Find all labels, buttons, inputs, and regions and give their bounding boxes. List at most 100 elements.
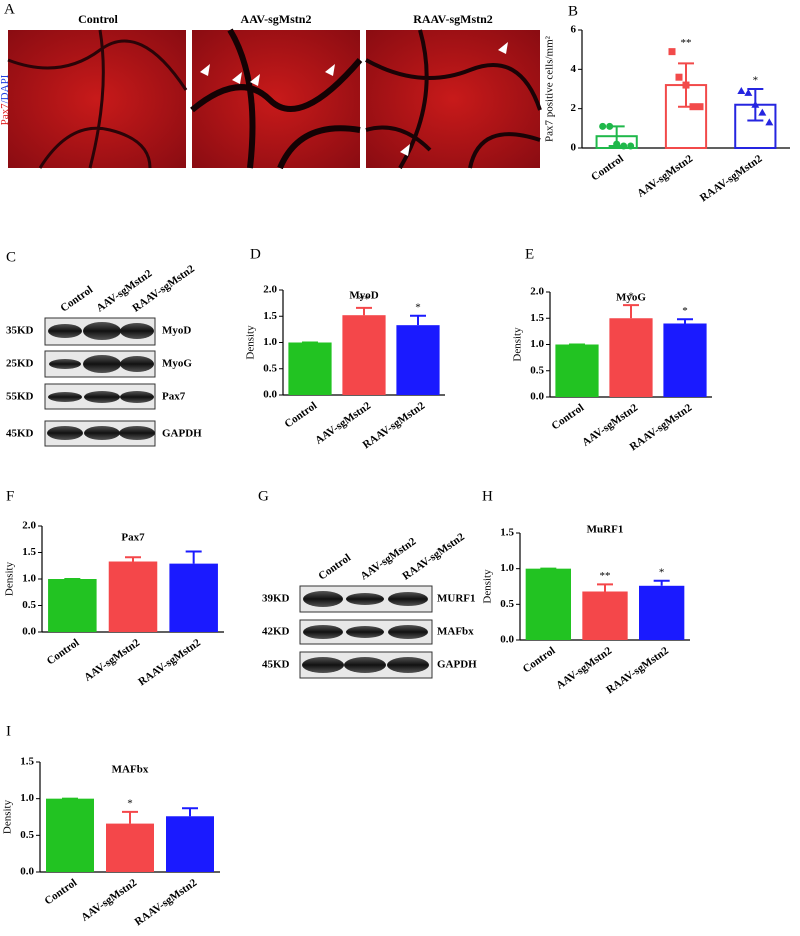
error-bar	[653, 579, 670, 586]
x-tick-label: Control	[589, 153, 626, 184]
data-point	[620, 142, 628, 150]
panel-letter: B	[568, 3, 578, 19]
y-tick-label: 1.0	[263, 336, 277, 348]
y-tick-label: 1.5	[530, 312, 544, 324]
image-label: AAV-sgMstn2	[241, 12, 312, 26]
x-tick-label: AAV-sgMstn2	[79, 876, 140, 923]
blot-g	[299, 585, 433, 679]
significance: **	[600, 570, 611, 582]
y-tick-label: 0.0	[530, 391, 544, 403]
y-tick-label: 1.5	[22, 546, 36, 558]
y-tick-label: 2.0	[263, 284, 277, 296]
bar	[663, 323, 707, 397]
significance: *	[628, 291, 634, 303]
y-axis-label: Density	[482, 569, 494, 604]
blot-size: 45KD	[6, 428, 34, 440]
error-bar	[623, 304, 639, 319]
bar	[342, 315, 386, 395]
blot-bands	[47, 322, 155, 440]
panel-letter: H	[482, 488, 493, 504]
x-tick-label: RAAV-sgMstn2	[698, 152, 765, 204]
significance: **	[681, 37, 692, 49]
bar	[108, 561, 158, 632]
blot-protein: MyoD	[162, 325, 191, 337]
significance: *	[415, 301, 421, 313]
data-point	[627, 142, 635, 150]
y-tick-label: 0.5	[500, 598, 514, 610]
bar	[166, 816, 214, 872]
y-tick-label: 1.0	[500, 562, 514, 574]
error-bar	[597, 583, 613, 592]
blot-protein: MAFbx	[437, 626, 474, 638]
panel-letter: I	[6, 723, 11, 739]
error-bar	[410, 314, 426, 326]
bar	[169, 563, 218, 632]
data-point	[765, 118, 774, 126]
data-point	[696, 103, 704, 111]
bar	[106, 823, 154, 872]
data-point	[689, 103, 697, 111]
bar	[396, 325, 440, 395]
x-tick-label: Control	[521, 645, 558, 676]
blot-size: 39KD	[262, 593, 290, 605]
bar	[46, 798, 94, 872]
blot-column: Control	[316, 552, 353, 583]
blot-size: 25KD	[6, 358, 34, 370]
blot-protein: GAPDH	[437, 659, 477, 671]
y-tick-label: 1.0	[530, 338, 544, 350]
y-tick-label: 1.5	[20, 756, 34, 768]
image-label: Control	[78, 12, 118, 26]
x-tick-label: RAAV-sgMstn2	[136, 636, 203, 688]
y-tick-label: 0.0	[500, 634, 514, 646]
data-point	[668, 48, 676, 56]
blot-protein: Pax7	[162, 391, 186, 403]
error-bar	[182, 807, 198, 817]
significance: *	[659, 566, 665, 578]
y-axis-label: Density	[512, 327, 524, 362]
y-tick-label: 0.5	[20, 829, 34, 841]
chart-title: MyoG	[616, 292, 646, 304]
stain-dapi: /DAPI	[0, 74, 11, 103]
stain-label: Pax7/DAPI	[0, 74, 11, 125]
y-tick-label: 1.5	[500, 527, 514, 539]
y-tick-label: 2.0	[530, 286, 544, 298]
micrograph	[366, 30, 540, 168]
blot-size: 42KD	[262, 626, 290, 638]
x-tick-label: RAAV-sgMstn2	[133, 876, 200, 928]
y-tick-label: 0.5	[22, 599, 36, 611]
y-axis-label: Density	[4, 561, 16, 596]
data-point	[606, 122, 614, 130]
error-bar	[356, 306, 372, 316]
y-tick-label: 0	[571, 142, 577, 154]
panel-letter: D	[250, 246, 261, 262]
y-tick-label: 1.0	[22, 573, 36, 585]
y-tick-label: 0.0	[22, 626, 36, 638]
chart-title: MuRF1	[587, 524, 624, 536]
error-bar	[122, 810, 138, 824]
stain-pax7: Pax7	[0, 103, 11, 126]
blot-size: 55KD	[6, 391, 34, 403]
image-label: RAAV-sgMstn2	[413, 12, 493, 26]
chart-title: MyoD	[349, 290, 378, 302]
tissue-crack	[7, 29, 188, 169]
significance: *	[753, 75, 759, 87]
blot-protein: MURF1	[437, 593, 476, 605]
y-tick-label: 4	[571, 63, 577, 75]
x-tick-label: AAV-sgMstn2	[82, 636, 143, 683]
x-tick-label: AAV-sgMstn2	[635, 152, 696, 199]
y-tick-label: 0.0	[20, 866, 34, 878]
bar	[288, 342, 332, 395]
x-tick-label: Control	[282, 400, 319, 431]
y-tick-label: 1.0	[20, 792, 34, 804]
panel-letter: F	[6, 488, 14, 504]
y-tick-label: 6	[571, 24, 577, 36]
data-point	[613, 140, 621, 148]
y-tick-label: 0.5	[530, 364, 544, 376]
panel-letter: E	[525, 246, 534, 262]
blot-size: 35KD	[6, 325, 34, 337]
y-tick-label: 2	[571, 102, 577, 114]
panel-letter: A	[4, 1, 15, 17]
data-point	[737, 86, 746, 94]
blot-size: 45KD	[262, 659, 290, 671]
panel-letter: G	[258, 488, 269, 504]
